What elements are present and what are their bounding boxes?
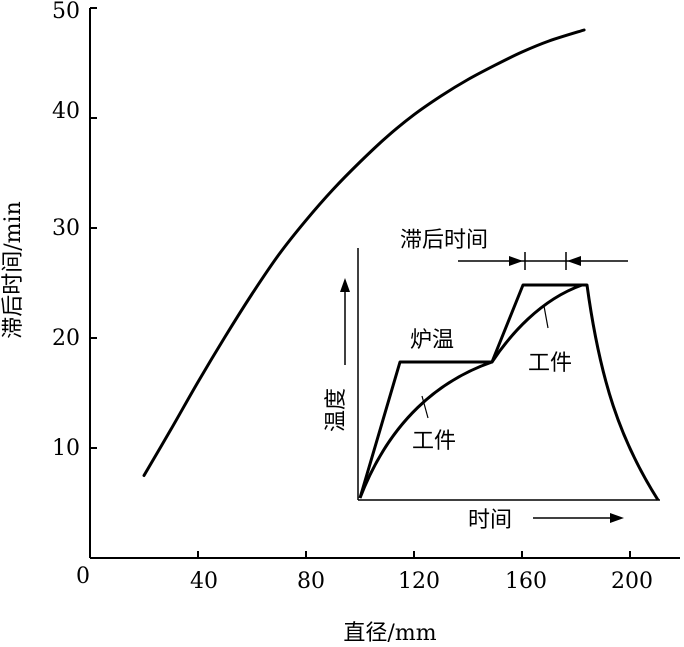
lag-arrow-left-icon (509, 256, 523, 266)
y-tick-label: 20 (52, 326, 80, 351)
x-tick-label: 40 (190, 569, 218, 594)
y-tick-label: 50 (52, 0, 80, 24)
inset-x-label: 时间 (468, 508, 512, 533)
y-tick-labels: 10 20 30 40 50 (52, 0, 80, 461)
furnace-label: 炉温 (410, 328, 454, 353)
workpiece-upper-leader (543, 305, 549, 329)
lag-time-label: 滞后时间 (400, 228, 488, 253)
x-tick-label: 200 (611, 569, 653, 594)
inset-y-arrow-head-icon (340, 278, 350, 292)
y-tick-label: 30 (52, 216, 80, 241)
y-tick-label: 10 (52, 436, 80, 461)
furnace-temperature-line (358, 283, 660, 501)
y-tick-marks (90, 7, 97, 449)
series-line (142, 28, 586, 477)
x-tick-label: 80 (297, 569, 325, 594)
x-tick-labels: 0 40 80 120 160 200 (76, 564, 653, 594)
x-tick-label: 120 (398, 569, 440, 594)
workpiece-lower-leader (421, 395, 429, 419)
inset-diagram: 温度 时间 炉温 工件 工件 滞后时间 (324, 228, 660, 533)
x-axis-title: 直径/mm (343, 621, 436, 646)
inset-x-arrow-head-icon (610, 513, 624, 523)
axes (89, 8, 680, 559)
x-tick-label: 160 (505, 569, 547, 594)
y-tick-label: 40 (52, 99, 80, 124)
workpiece-label-upper: 工件 (528, 351, 572, 376)
y-axis-title: 滞后时间/min (1, 201, 26, 338)
lag-arrow-right-icon (567, 256, 581, 266)
inset-y-label: 温度 (324, 388, 349, 432)
x-tick-marks (197, 551, 631, 558)
workpiece-temperature-line (358, 283, 583, 499)
workpiece-label-lower: 工件 (412, 429, 456, 454)
x-tick-label: 0 (76, 564, 90, 589)
